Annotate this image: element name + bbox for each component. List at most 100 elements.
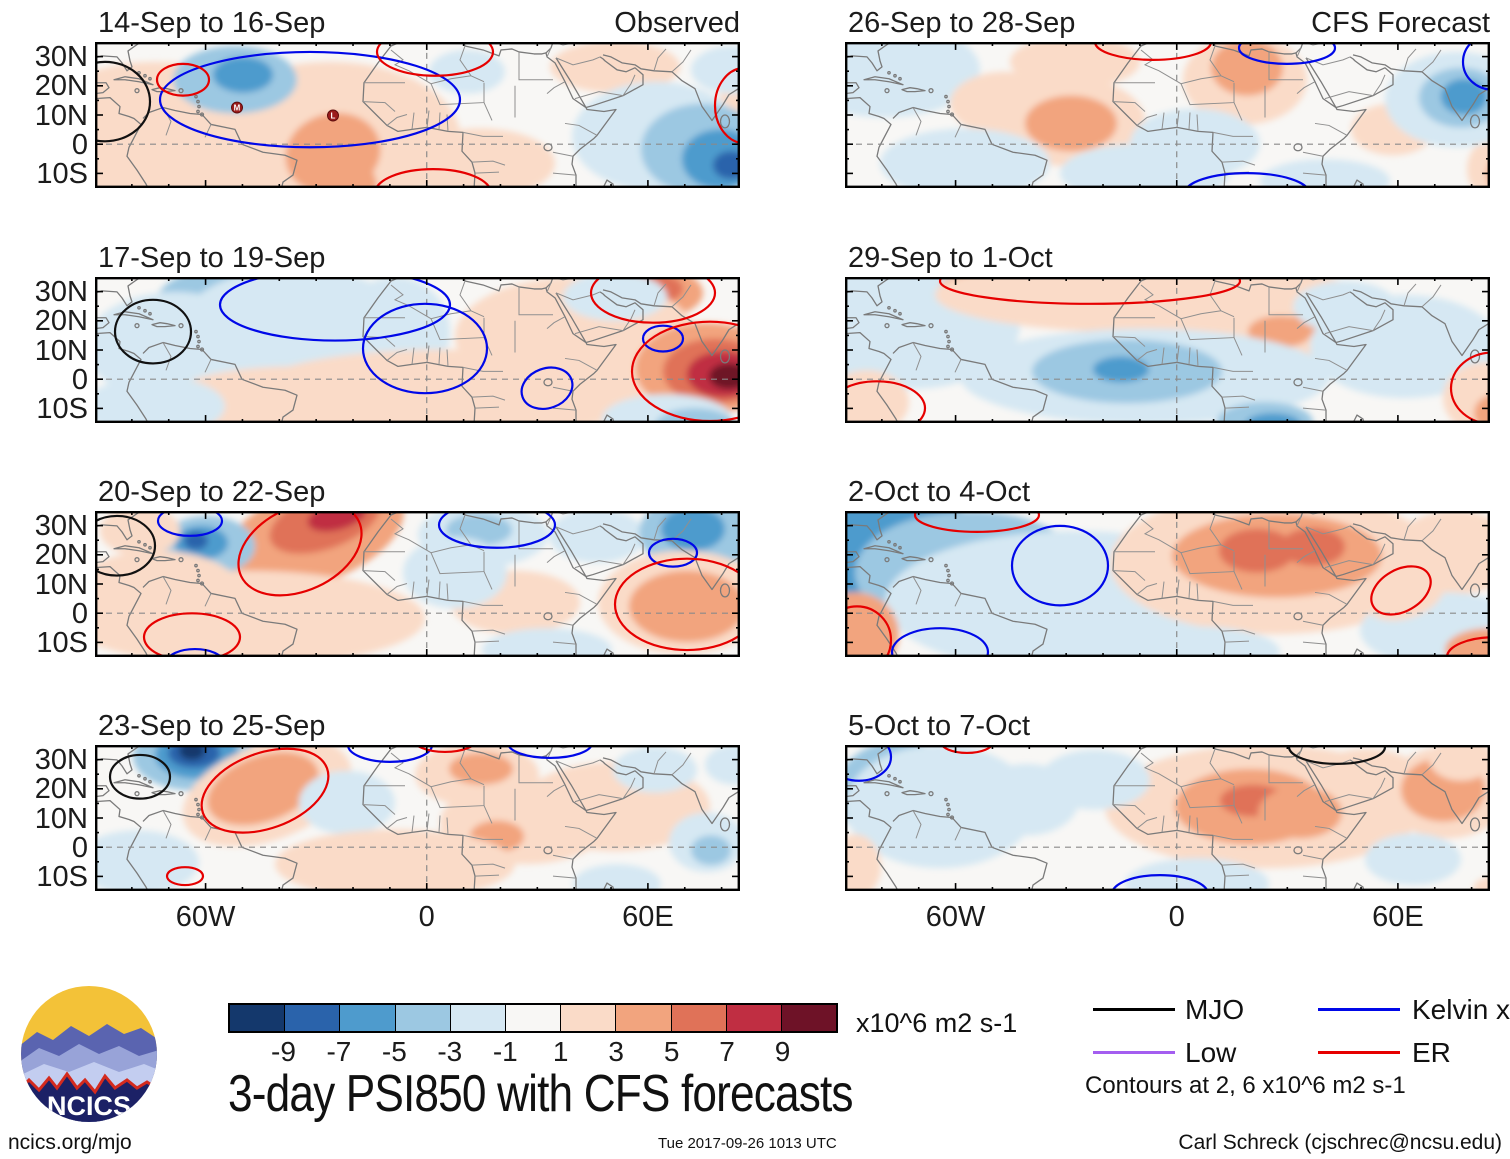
colorbar-cell [616,1005,672,1031]
map-panel-forecast-3 [845,511,1490,657]
lat-tick-label: 10N [34,334,88,367]
lat-tick-label: 10N [34,99,88,132]
legend-label-low: Low [1185,1037,1237,1068]
colorbar-tick-label: 9 [774,1036,791,1067]
coastlines [95,277,740,423]
lat-tick-label: 10N [34,568,88,601]
lat-tick-label: 30N [34,509,88,542]
colorbar-cell [285,1005,341,1031]
lon-tick-label: 60W [925,901,986,933]
country-borders [912,42,1442,176]
legend-label-er: ER [1412,1037,1451,1068]
lat-tick-label: 10S [36,393,88,426]
wave-contours [845,511,1490,657]
lat-tick-label: 0 [71,831,88,864]
legend-line-mjo [1093,1008,1175,1011]
wave-contours [108,745,593,887]
anomaly-shading [95,277,740,423]
lon-tick-label: 60E [1372,901,1424,933]
legend-label-mjo: MJO [1185,994,1245,1025]
wave-contours [95,511,740,657]
panel-title: 17-Sep to 19-Sep [98,242,326,274]
legend-line-low [1093,1051,1175,1054]
panel-title: 20-Sep to 22-Sep [98,476,326,508]
panel-title: 29-Sep to 1-Oct [848,242,1053,274]
footer-credit: Carl Schreck (cjschrec@ncsu.edu) [1178,1131,1502,1154]
map-panel-observed-2 [95,277,740,423]
panel-title: 5-Oct to 7-Oct [848,710,1031,742]
coastlines [95,511,740,657]
colorbar-cell [230,1005,286,1031]
cfs-forecast-label: CFS Forecast [1311,7,1490,39]
storm-icon: L [327,109,339,122]
panel-title: 23-Sep to 25-Sep [98,710,326,742]
country-borders [912,745,1442,879]
map-frame [845,745,1490,891]
legend-line-kelvin [1318,1008,1400,1011]
colorbar-cell [395,1005,451,1031]
map-panel-observed-1: ML [95,42,740,188]
panel-title: 26-Sep to 28-Sep [848,7,1076,39]
colorbar-tick-label: -3 [437,1036,463,1067]
figure-title: 3-day PSI850 with CFS forecasts [228,1065,854,1123]
legend-line-er [1318,1051,1400,1054]
colorbar-tick-label: 5 [663,1036,680,1067]
lat-tick-label: 20N [34,305,88,338]
lat-tick-label: 10S [36,158,88,191]
colorbar-cell [450,1005,506,1031]
observed-label: Observed [614,7,740,39]
colorbar-tick-label: -7 [326,1036,352,1067]
lat-tick-label: 0 [71,597,88,630]
wave-contours [1093,42,1490,188]
colorbar-tick-label: -1 [492,1036,518,1067]
wave-contours [113,277,740,423]
panel-title: 2-Oct to 4-Oct [848,476,1031,508]
lat-tick-label: 30N [34,743,88,776]
lat-tick-label: 30N [34,275,88,308]
map-frame [95,277,740,423]
anomaly-shading [845,277,1490,423]
colorbar-cell [505,1005,562,1031]
contour-note: Contours at 2, 6 x10^6 m2 s-1 [1085,1072,1406,1099]
footer-url: ncics.org/mjo [8,1131,132,1154]
colorbar-tick-label: -9 [271,1036,296,1067]
storm-icon: M [231,101,243,114]
wave-contours [95,42,740,188]
lat-tick-label: 10S [36,627,88,660]
colorbar-tick-label: 7 [719,1036,735,1067]
map-frame [95,42,740,188]
anomaly-shading [845,511,1490,657]
lon-tick-label: 0 [418,901,435,933]
country-borders [162,511,692,645]
legend-label-kelvin: Kelvin x2 [1412,994,1510,1025]
coastlines [845,745,1490,891]
lat-tick-label: 10N [34,802,88,835]
svg-text:M: M [234,103,241,112]
svg-text:L: L [331,111,336,120]
ncics-logo: NCICS [21,986,157,1122]
map-frame [845,277,1490,423]
map-frame [845,511,1490,657]
map-frame [845,42,1490,188]
lon-tick-label: 60W [175,901,236,933]
colorbar-units: x10^6 m2 s-1 [856,1008,1018,1038]
map-frame [95,511,740,657]
panel-title: 14-Sep to 16-Sep [98,7,326,39]
logo-text: NCICS [47,1091,131,1121]
map-panel-observed-3 [95,511,740,657]
lat-tick-label: 30N [34,40,88,73]
colorbar-cell [781,1005,837,1031]
lat-tick-label: 20N [34,773,88,806]
logo-ridge-line [21,1071,157,1095]
lat-tick-label: 0 [71,363,88,396]
anomaly-shading [95,745,740,891]
colorbar [228,1003,838,1033]
map-panel-observed-4 [95,745,740,891]
colorbar-tick-label: -5 [381,1036,407,1067]
colorbar-cell [561,1005,617,1031]
anomaly-shading [95,511,740,657]
colorbar-cell [726,1005,782,1031]
colorbar-cell [340,1005,396,1031]
wave-contours [845,277,1490,423]
